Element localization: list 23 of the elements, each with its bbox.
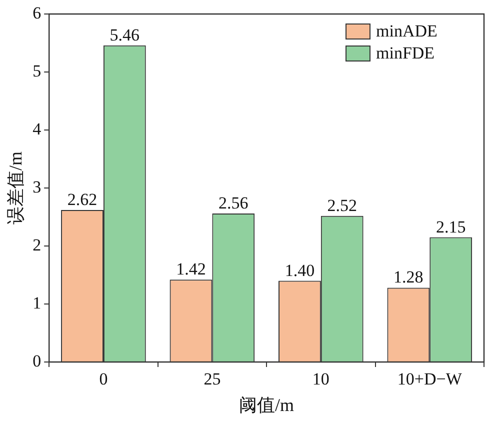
x-tick-label: 25 [204, 370, 221, 389]
y-tick-label: 0 [32, 351, 42, 370]
y-tick-label: 2 [32, 235, 42, 254]
data-label: 5.46 [110, 25, 140, 44]
y-tick-label: 1 [32, 293, 42, 312]
y-axis-title: 误差值/m [6, 151, 26, 225]
data-label: 2.62 [67, 190, 98, 210]
data-label: 2.56 [218, 193, 248, 212]
y-tick-label: 6 [32, 3, 42, 22]
x-axis-title: 阈值/m [239, 394, 294, 415]
y-tick-label: 4 [32, 119, 42, 138]
data-label: 1.42 [176, 260, 206, 279]
data-label: 2.15 [436, 217, 466, 236]
data-label: 1.40 [284, 260, 315, 280]
y-tick-label: 3 [32, 177, 42, 196]
legend-label: minFDE [376, 43, 435, 62]
x-tick-label: 10 [312, 370, 330, 389]
x-tick-label: 0 [99, 370, 108, 389]
data-label: 2.52 [327, 196, 357, 215]
x-tick-label: 10+D−W [397, 370, 463, 389]
legend-label: minADE [376, 21, 438, 40]
data-label: 1.28 [394, 268, 424, 287]
y-tick-label: 5 [32, 61, 42, 80]
